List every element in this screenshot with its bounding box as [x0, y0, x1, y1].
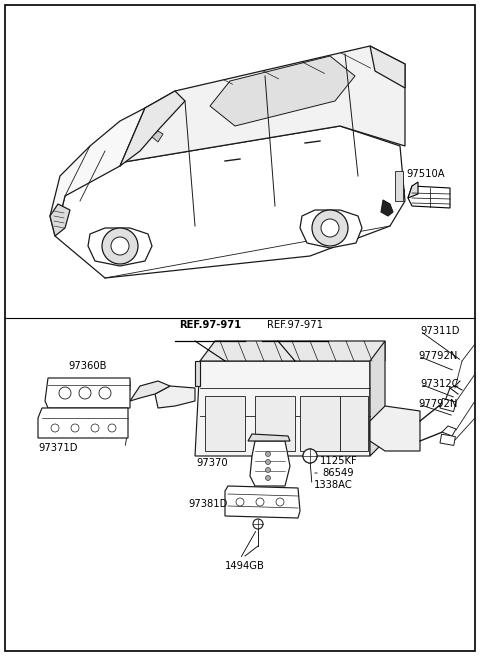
Polygon shape: [195, 361, 370, 456]
Polygon shape: [155, 386, 195, 408]
Polygon shape: [55, 126, 405, 278]
Circle shape: [102, 228, 138, 264]
Circle shape: [265, 451, 271, 457]
Polygon shape: [38, 408, 128, 438]
Polygon shape: [45, 378, 130, 408]
Polygon shape: [370, 406, 420, 451]
Polygon shape: [120, 91, 185, 166]
Text: REF.97-971: REF.97-971: [179, 320, 241, 330]
Circle shape: [265, 459, 271, 464]
Polygon shape: [152, 131, 163, 142]
Text: 97792N: 97792N: [418, 351, 457, 361]
Text: 97312C: 97312C: [420, 379, 458, 389]
Polygon shape: [250, 441, 290, 486]
Bar: [440, 434, 456, 445]
Circle shape: [303, 449, 317, 463]
Text: 97311D: 97311D: [420, 326, 459, 336]
Polygon shape: [408, 186, 450, 208]
Circle shape: [108, 424, 116, 432]
Circle shape: [71, 424, 79, 432]
Polygon shape: [408, 182, 418, 198]
Text: 1338AC: 1338AC: [314, 480, 353, 490]
Text: 97371D: 97371D: [38, 443, 77, 453]
Polygon shape: [50, 108, 145, 236]
Polygon shape: [442, 426, 456, 436]
Circle shape: [51, 424, 59, 432]
Circle shape: [276, 498, 284, 506]
Circle shape: [236, 498, 244, 506]
Circle shape: [253, 519, 263, 529]
Circle shape: [79, 387, 91, 399]
Text: 1494GB: 1494GB: [225, 561, 265, 571]
Text: 97360B: 97360B: [68, 361, 107, 371]
Text: 97370: 97370: [196, 458, 228, 468]
Circle shape: [303, 449, 317, 463]
Polygon shape: [300, 210, 362, 248]
Circle shape: [99, 387, 111, 399]
Polygon shape: [100, 46, 405, 166]
Polygon shape: [381, 200, 393, 216]
Bar: [255, 396, 295, 451]
Polygon shape: [370, 46, 405, 88]
Circle shape: [91, 424, 99, 432]
Polygon shape: [200, 341, 385, 361]
Circle shape: [256, 498, 264, 506]
Text: 86549: 86549: [322, 468, 354, 478]
Bar: [440, 398, 456, 411]
Circle shape: [312, 210, 348, 246]
Polygon shape: [370, 341, 385, 456]
Bar: [340, 396, 368, 451]
Polygon shape: [88, 228, 152, 266]
Circle shape: [265, 476, 271, 480]
Text: 97792N: 97792N: [418, 399, 457, 409]
Polygon shape: [248, 434, 290, 441]
Bar: [300, 396, 340, 451]
Polygon shape: [130, 381, 170, 401]
Text: 1125KF: 1125KF: [320, 456, 358, 466]
Bar: [205, 396, 245, 451]
Circle shape: [111, 237, 129, 255]
Text: 97381D: 97381D: [188, 499, 228, 509]
Polygon shape: [225, 486, 300, 518]
Circle shape: [321, 219, 339, 237]
Text: 97510A: 97510A: [406, 169, 444, 179]
Bar: [395, 171, 403, 201]
Circle shape: [265, 468, 271, 472]
Polygon shape: [195, 361, 200, 386]
Text: REF.97-971: REF.97-971: [267, 320, 323, 330]
Polygon shape: [210, 56, 355, 126]
Circle shape: [59, 387, 71, 399]
Polygon shape: [50, 204, 70, 236]
